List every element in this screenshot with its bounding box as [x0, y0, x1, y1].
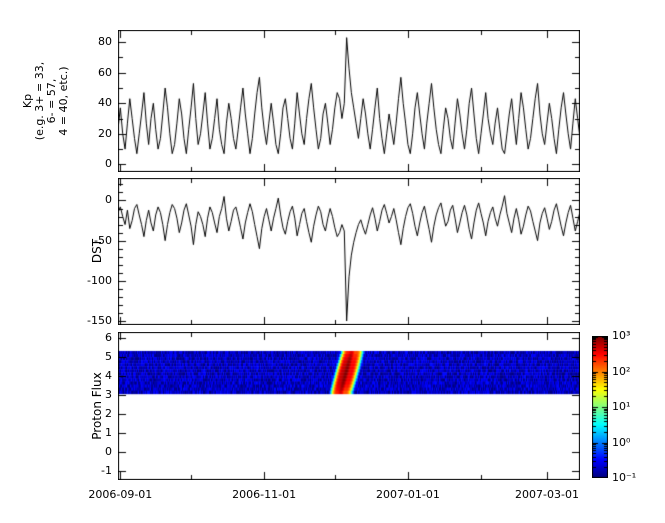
proton-flux-heatmap: [118, 332, 580, 480]
flux-ytick-label: 3: [105, 387, 112, 401]
flux-ytick-label: 2: [105, 406, 112, 420]
flux-ytick-label: 5: [105, 349, 112, 363]
flux-ytick-label: 6: [105, 330, 112, 344]
colorbar-tick-label: 10⁻¹: [612, 471, 637, 484]
dst-ytick-label: -50: [94, 233, 112, 247]
x-tick-label: 2007-01-01: [375, 488, 440, 501]
colorbar-tick-label: 10⁰: [612, 435, 631, 449]
kp-ytick-label: 20: [98, 126, 112, 140]
colorbar-tick-label: 10³: [612, 329, 631, 342]
x-tick-label: 2007-03-01: [515, 488, 579, 501]
kp-line-chart: [118, 30, 580, 172]
colorbar-tick-label: 10²: [612, 364, 631, 378]
x-tick-label: 2006-11-01: [232, 488, 297, 501]
colorbar-tick-label: 10¹: [612, 400, 631, 413]
colorbar: [592, 336, 608, 478]
dst-line-chart: [118, 178, 580, 325]
x-tick-label: 2006-09-01: [88, 488, 153, 501]
dst-ytick-label: 0: [105, 193, 112, 207]
kp-ytick-label: 60: [98, 65, 112, 79]
dst-ytick-label: -100: [87, 273, 112, 287]
kp-ytick-label: 0: [105, 157, 112, 171]
dst-ytick-label: -150: [87, 313, 112, 327]
flux-ytick-label: 1: [105, 425, 112, 439]
kp-ytick-label: 40: [98, 96, 112, 110]
flux-ytick-label: -1: [101, 463, 112, 477]
flux-ytick-label: 4: [105, 368, 112, 382]
flux-ytick-label: 0: [105, 444, 112, 458]
kp-ytick-label: 80: [98, 35, 112, 49]
